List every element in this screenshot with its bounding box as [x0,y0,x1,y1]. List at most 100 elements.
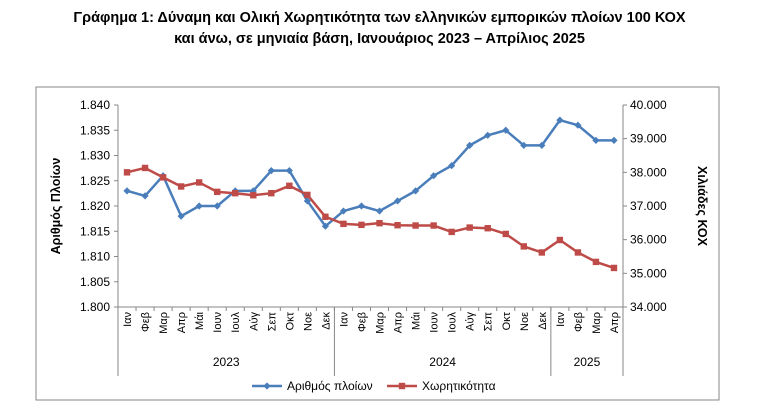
series-2-point [376,219,383,227]
series-1-point [520,141,528,149]
series-1-point [267,167,275,175]
x-tick-label: Σεπ [483,312,495,332]
x-tick-label: Φεβ [573,312,585,332]
right-tick-label: 34.000 [630,300,667,314]
legend-marker-1 [263,382,271,390]
series-2-point [466,224,473,231]
legend: Αριθμός πλοίων Χωρητικότητα [252,379,496,393]
x-tick-label: Δεκ [320,312,332,330]
chart-title-line-1: Γράφημα 1: Δύναμη και Ολική Χωρητικότητα… [73,10,686,26]
series-2-point [484,225,491,232]
series-1-point [538,141,546,149]
x-tick-label: Ιαν [122,312,134,327]
series-2-point [520,243,528,250]
series-1-point [141,192,149,200]
series-2-point [304,191,311,199]
series-1-point [339,207,348,215]
right-tick-label: 35.000 [630,266,667,280]
x-tick-label: Ιουν [429,312,441,333]
series-2-point [556,236,564,244]
x-tick-label: Δεκ [537,312,549,330]
x-tick-label: Μαρ [591,312,603,334]
series-2-point [538,249,546,256]
series-2-point [141,164,149,172]
x-tick-label: Ιουν [212,312,224,333]
series-1-point [484,131,492,139]
legend-label-2: Χωρητικότητα [422,379,496,393]
series-1-point [177,212,185,220]
x-tick-label: Νοε [519,312,531,331]
x-tick-label: Φεβ [356,312,368,332]
series-1-point [375,207,384,215]
series-1-point [321,222,330,230]
series-2-point [610,264,618,272]
series-2-point [322,213,329,220]
left-tick-label: 1.805 [80,275,110,289]
series-1-point [213,202,221,210]
series-2-point [448,228,455,236]
series-1-point [195,202,203,210]
series-2-point [250,192,257,199]
series-1-point [556,116,564,124]
series-2-point [177,183,185,190]
left-tick-label: 1.810 [80,250,110,264]
series-2-point [159,174,167,181]
plot-area [117,105,624,308]
year-label: 2024 [429,355,456,369]
x-tick-label: Μάι [411,311,423,330]
right-tick-label: 36.000 [630,233,667,247]
series-layer [123,116,618,272]
x-tick-label: Νοε [302,312,314,331]
series-1-point [502,126,510,134]
series-1-point [285,167,293,175]
x-tick-label: Μάι [194,311,206,330]
series-2-point [286,182,293,189]
right-tick-label: 37.000 [630,199,667,213]
x-tick-label: Αύγ [465,312,477,331]
series-2-point [430,222,437,229]
series-1-point [357,202,366,210]
series-1-point [303,197,311,205]
series-2-point [232,190,239,197]
series-2-point [123,169,131,176]
left-tick-label: 1.815 [80,224,110,238]
series-2-point [268,190,275,197]
x-tick-label: Μαρ [375,312,387,334]
series-1-point [592,136,600,144]
series-1-point [610,136,618,144]
chart-title: Γράφημα 1: Δύναμη και Ολική Χωρητικότητα… [0,8,759,50]
chart-frame [35,86,720,401]
series-1-point [430,172,438,180]
chart-title-line-2: και άνω, σε μηνιαία βάση, Ιανουάριος 202… [174,31,585,47]
x-tick-label: Αύγ [248,312,260,331]
series-2-point [340,220,347,228]
series-line-1 [126,118,614,228]
left-axis: 1.800 1.805 1.810 1.815 1.820 1.825 1.830 1.835… [49,98,118,314]
x-tick-label: Σεπ [266,312,278,332]
x-tick-label: Απρ [609,312,621,333]
series-1-point [466,141,474,149]
series-2-point [502,230,509,238]
series-2-point [213,188,221,196]
legend-label-1: Αριθμός πλοίων [287,379,373,393]
x-tick-label: Μαρ [158,312,170,334]
series-line-2 [126,166,615,270]
left-tick-label: 1.830 [80,149,110,163]
legend-marker-2 [398,382,406,390]
right-tick-label: 39.000 [630,132,667,146]
series-2-point [592,258,600,266]
x-tick-label: Ιαν [555,312,567,327]
x-tick-label: Ιαν [338,312,350,327]
x-tick-label: Απρ [176,312,188,333]
x-tick-label: Οκτ [501,311,513,330]
series-1-point [448,162,456,170]
left-tick-label: 1.820 [80,199,110,213]
left-tick-label: 1.840 [80,98,110,112]
series-1-point [393,197,402,205]
x-tick-label: Ιουλ [447,312,459,333]
series-2-point [574,249,582,256]
x-tick-label: Φεβ [140,312,152,332]
series-1-point [411,187,420,195]
series-2-point [394,221,401,229]
